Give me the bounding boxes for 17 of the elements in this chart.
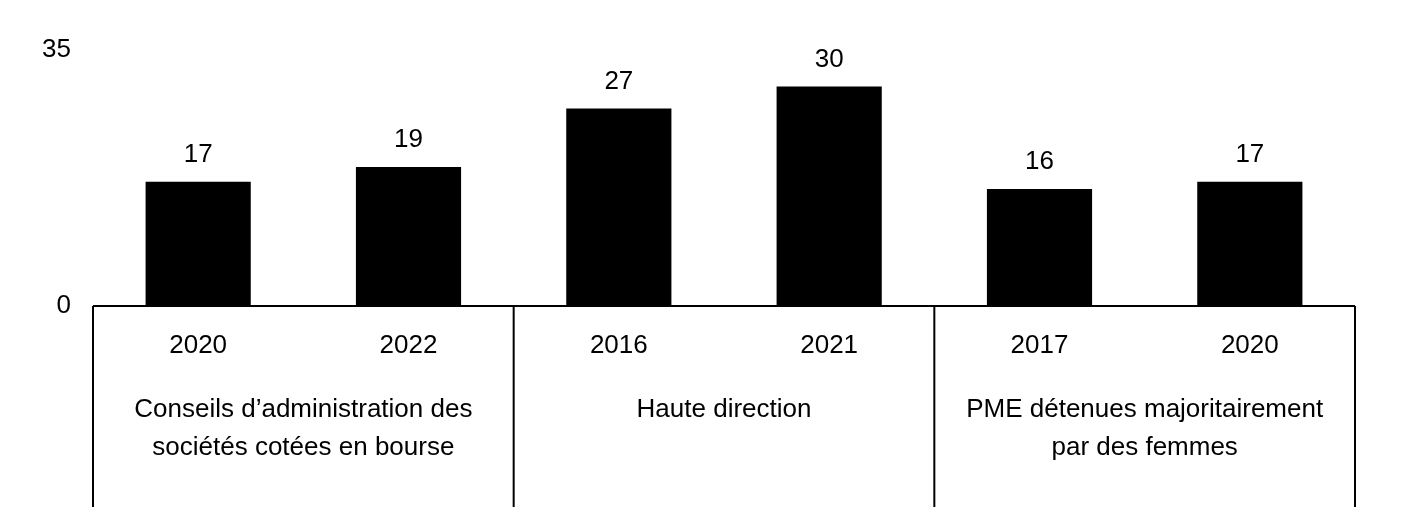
x-tick-label: 2017 (1010, 329, 1069, 360)
data-label: 27 (604, 64, 634, 95)
x-tick-label: 2020 (169, 329, 228, 360)
x-tick-label: 2021 (800, 329, 859, 360)
text: Haute direction (636, 393, 812, 424)
y-tick-label: 35 (42, 33, 71, 64)
text: Conseils d’administration des sociétés cotées en bourse (134, 393, 473, 462)
text: PME détenues majoritairement par des femmes (966, 393, 1324, 462)
y-tick-label: 0 (56, 289, 71, 320)
x-tick-label: 2020 (1220, 329, 1279, 360)
x-tick-label: 2022 (379, 329, 438, 360)
data-label: 19 (394, 123, 423, 154)
data-label: 30 (814, 42, 844, 73)
data-label: 17 (183, 137, 213, 168)
x-tick-label: 2016 (589, 329, 648, 360)
data-label: 17 (1235, 137, 1265, 168)
data-label: 16 (1025, 145, 1054, 176)
